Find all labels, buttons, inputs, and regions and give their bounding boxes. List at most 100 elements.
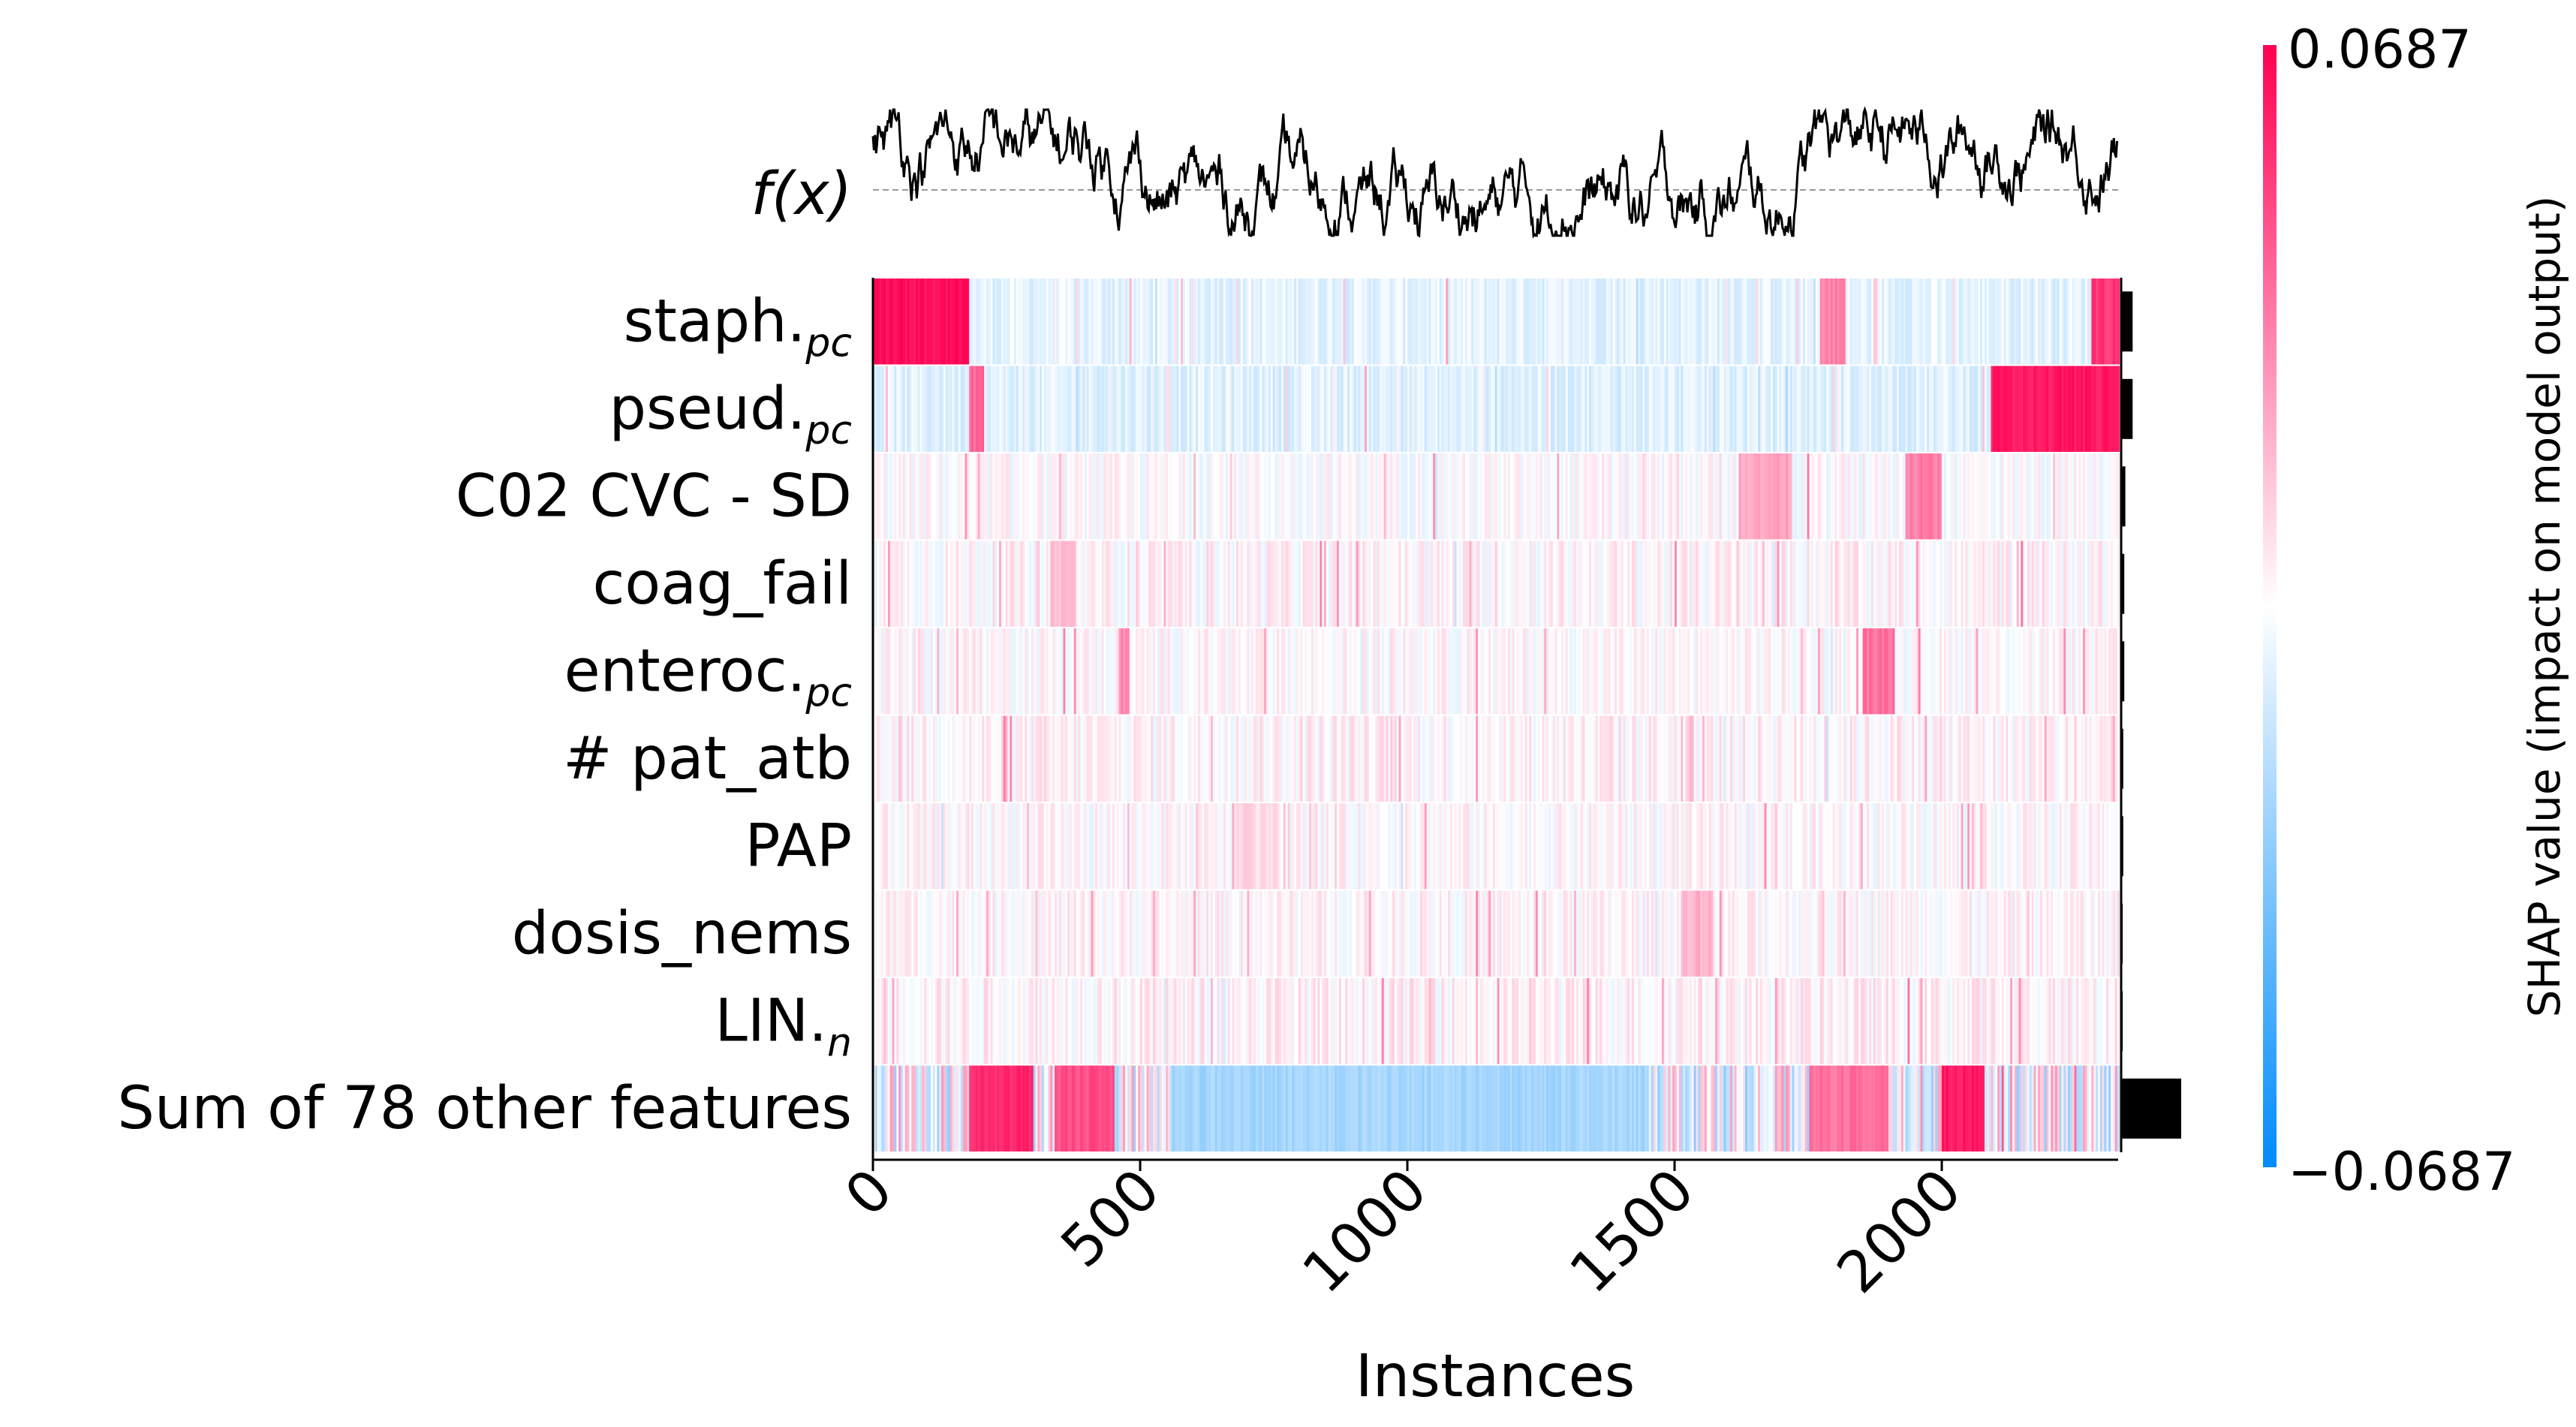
heatmap-cell: [1262, 366, 1265, 452]
heatmap-cell: [1484, 366, 1487, 452]
heatmap-cell: [1978, 890, 1981, 977]
heatmap-cell: [1537, 803, 1541, 890]
heatmap-cell: [1837, 628, 1840, 715]
heatmap-cell: [2033, 453, 2036, 540]
heatmap-cell: [2033, 803, 2036, 890]
heatmap-cell: [1413, 453, 1417, 540]
heatmap-cell: [1042, 978, 1045, 1064]
heatmap-cell: [2010, 715, 2013, 802]
heatmap-cell: [1999, 540, 2003, 627]
heatmap-cell: [2102, 540, 2105, 627]
heatmap-cell: [2025, 453, 2028, 540]
heatmap-cell: [1657, 540, 1660, 627]
heatmap-cell: [1270, 715, 1274, 802]
heatmap-cell: [1082, 715, 1085, 802]
heatmap-cell: [1955, 278, 1958, 365]
heatmap-cell: [2014, 890, 2018, 977]
heatmap-cell: [873, 890, 876, 977]
heatmap-cell: [2084, 803, 2088, 890]
heatmap-cell: [1238, 540, 1241, 627]
heatmap-cell: [1830, 715, 1834, 802]
heatmap-cell: [915, 890, 919, 977]
heatmap-cell: [958, 540, 961, 627]
heatmap-cell: [1580, 278, 1584, 365]
heatmap-cell: [1452, 803, 1455, 890]
heatmap-cell: [1751, 715, 1755, 802]
heatmap-cell: [1341, 453, 1344, 540]
heatmap-cell: [975, 628, 979, 715]
heatmap-cell: [1905, 278, 1909, 365]
heatmap-cell: [1292, 278, 1295, 365]
heatmap-cell: [1582, 366, 1586, 452]
heatmap-cell: [1163, 366, 1166, 452]
heatmap-cell: [1773, 803, 1776, 890]
heatmap-cell: [1943, 803, 1947, 890]
heatmap-cell: [1730, 715, 1733, 802]
heatmap-cell: [945, 278, 949, 365]
heatmap-cell: [911, 540, 914, 627]
heatmap-cell: [1834, 453, 1838, 540]
heatmap-cell: [949, 978, 952, 1064]
heatmap-cell: [2097, 715, 2101, 802]
heatmap-cell: [1768, 540, 1771, 627]
heatmap-cell: [1473, 628, 1476, 715]
heatmap-cell: [1675, 453, 1678, 540]
heatmap-cell: [1426, 366, 1430, 452]
heatmap-cell: [1766, 628, 1769, 715]
heatmap-cell: [2106, 453, 2109, 540]
heatmap-cell: [1471, 278, 1474, 365]
heatmap-cell: [995, 890, 998, 977]
heatmap-cell: [1691, 366, 1695, 452]
heatmap-cell: [1678, 278, 1682, 365]
heatmap-cell: [1685, 628, 1688, 715]
heatmap-cell: [1095, 628, 1098, 715]
heatmap-cell: [2099, 278, 2103, 365]
heatmap-cell: [2057, 540, 2060, 627]
heatmap-cell: [1292, 803, 1295, 890]
heatmap-cell: [1869, 366, 1872, 452]
heatmap-cell: [1605, 278, 1609, 365]
heatmap-cell: [1687, 715, 1690, 802]
heatmap-cell: [1792, 278, 1795, 365]
heatmap-cell: [1280, 453, 1284, 540]
heatmap-cell: [1153, 978, 1156, 1064]
heatmap-cell: [1025, 278, 1028, 365]
heatmap-cell: [1507, 803, 1511, 890]
heatmap-cell: [887, 978, 891, 1064]
heatmap-cell: [1411, 803, 1415, 890]
heatmap-cell: [1022, 715, 1025, 802]
heatmap-cell: [930, 715, 934, 802]
heatmap-cell: [1590, 278, 1594, 365]
heatmap-cell: [1471, 715, 1474, 802]
heatmap-cell: [1826, 803, 1829, 890]
heatmap-cell: [1398, 978, 1402, 1064]
heatmap-cell: [1082, 978, 1085, 1064]
heatmap-cell: [1040, 978, 1043, 1064]
heatmap-cell: [1443, 540, 1446, 627]
heatmap-cell: [2066, 628, 2069, 715]
heatmap-cell: [2053, 628, 2056, 715]
heatmap-cell: [945, 453, 949, 540]
heatmap-cell: [1531, 278, 1534, 365]
heatmap-cell: [902, 803, 906, 890]
heatmap-cell: [1873, 890, 1876, 977]
heatmap-cell: [1915, 278, 1919, 365]
heatmap-cell: [1698, 628, 1701, 715]
heatmap-cell: [941, 366, 944, 452]
heatmap-cell: [1749, 453, 1753, 540]
heatmap-cell: [2061, 715, 2064, 802]
heatmap-cell: [1845, 540, 1849, 627]
heatmap-cell: [1266, 715, 1269, 802]
heatmap-cell: [1982, 278, 1985, 365]
heatmap-cell: [1422, 453, 1425, 540]
heatmap-cell: [1527, 366, 1530, 452]
heatmap-cell: [1088, 803, 1092, 890]
heatmap-cell: [1666, 278, 1669, 365]
heatmap-cell: [1618, 453, 1622, 540]
heatmap-cell: [1413, 978, 1417, 1064]
heatmap-cell: [1033, 453, 1037, 540]
heatmap-cell: [1738, 366, 1741, 452]
heatmap-cell: [1131, 366, 1135, 452]
heatmap-cell: [1018, 366, 1022, 452]
heatmap-cell: [1247, 803, 1250, 890]
